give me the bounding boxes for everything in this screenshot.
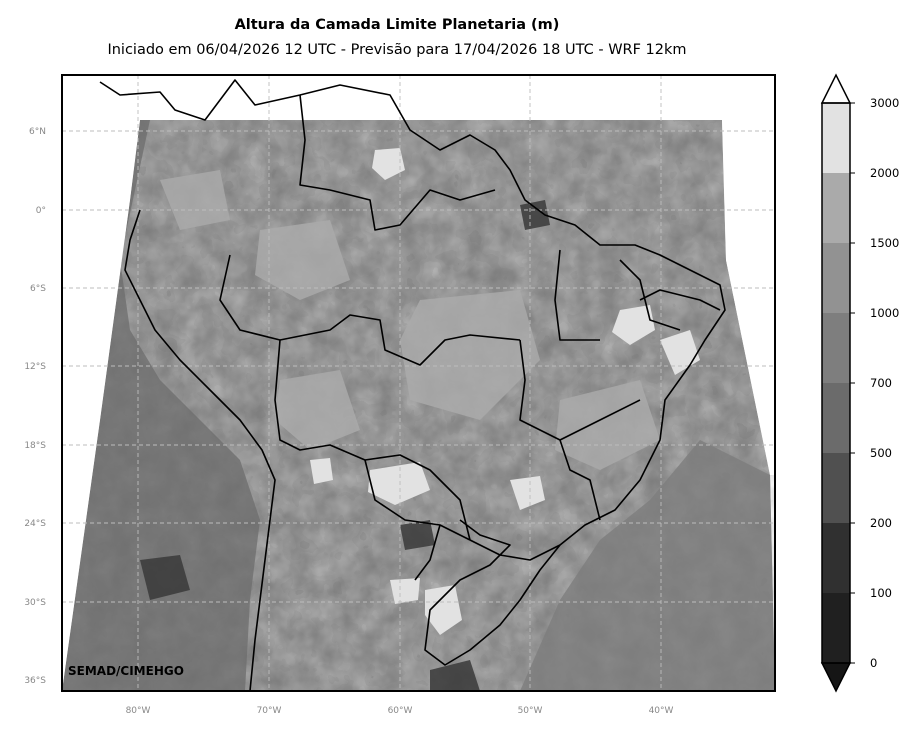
lon-label: 60°W — [388, 706, 413, 716]
colorbar-segment — [822, 453, 850, 523]
country-borders — [99, 79, 726, 691]
outside-domain-left — [62, 120, 140, 691]
colorbar-tick-label: 0 — [870, 656, 877, 670]
colorbar-extend-min — [820, 662, 852, 693]
lon-label: 50°W — [518, 706, 543, 716]
lat-label: 6°S — [30, 284, 46, 294]
mid-pbl-patches — [160, 170, 660, 470]
outside-domain-area — [62, 75, 775, 120]
map-title: Altura da Camada Limite Planetaria (m) — [234, 17, 560, 33]
lat-label: 30°S — [24, 598, 46, 608]
colorbar: 0 100 200 500 700 1000 1500 2000 3000 — [820, 73, 899, 693]
colorbar-tick-label: 200 — [870, 516, 892, 530]
credit-label: SEMAD/CIMEHGO — [68, 664, 184, 678]
lon-label: 80°W — [126, 706, 151, 716]
colorbar-segment — [822, 523, 850, 593]
map-frame — [61, 74, 776, 692]
colorbar-extend-max — [820, 73, 852, 104]
lat-label: 18°S — [24, 441, 46, 451]
lon-label: 40°W — [649, 706, 674, 716]
low-pbl-patches — [140, 200, 550, 691]
colorbar-segment — [822, 313, 850, 383]
pacific-ocean-field — [62, 120, 260, 691]
outside-domain-right — [722, 120, 775, 475]
colorbar-segment — [822, 593, 850, 663]
colorbar-tick-label: 700 — [870, 376, 892, 390]
atlantic-south-field — [520, 440, 775, 691]
colorbar-tick-label: 1500 — [870, 236, 899, 250]
lat-label: 0° — [36, 206, 46, 216]
lat-label: 24°S — [24, 519, 46, 529]
colorbar-tick-label: 1000 — [870, 306, 899, 320]
colorbar-tick-label: 3000 — [870, 96, 899, 110]
colorbar-segment — [822, 243, 850, 313]
high-pbl-patches — [310, 148, 700, 635]
longitude-labels: 80°W 70°W 60°W 50°W 40°W — [126, 706, 674, 716]
gridlines — [62, 75, 775, 691]
lon-label: 70°W — [257, 706, 282, 716]
lat-label: 6°N — [29, 127, 46, 137]
colorbar-segment — [822, 383, 850, 453]
colorbar-segment — [822, 173, 850, 243]
lat-label: 36°S — [24, 676, 46, 686]
colorbar-segment — [822, 103, 850, 173]
colorbar-tick-label: 2000 — [870, 166, 899, 180]
latitude-labels: 6°N 0° 6°S 12°S 18°S 24°S 30°S 36°S — [24, 127, 46, 686]
map-subtitle: Iniciado em 06/04/2026 12 UTC - Previsão… — [107, 42, 687, 58]
lat-label: 12°S — [24, 362, 46, 372]
colorbar-tick-label: 100 — [870, 586, 892, 600]
colorbar-tick-label: 500 — [870, 446, 892, 460]
